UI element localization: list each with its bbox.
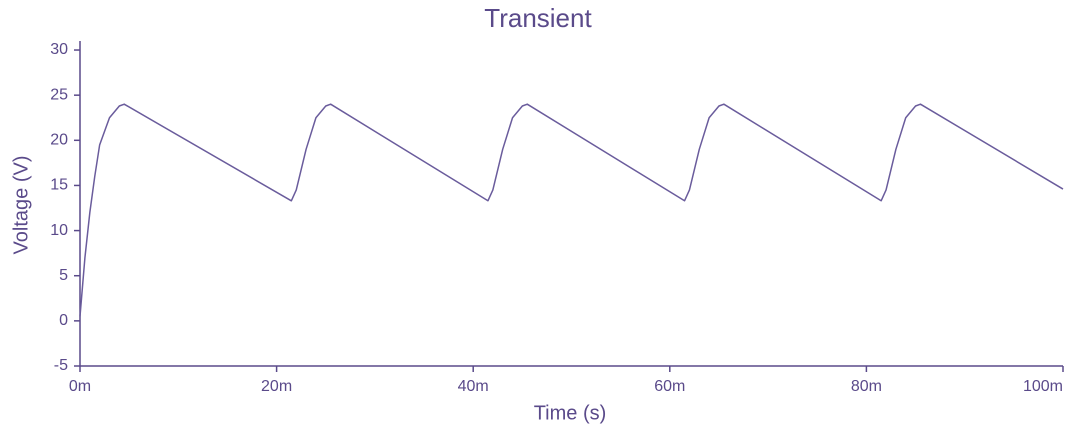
x-tick-label: 100m	[1023, 378, 1063, 395]
chart-title: Transient	[484, 3, 592, 33]
y-tick-label: 30	[50, 41, 68, 58]
y-tick-label: 10	[50, 222, 68, 239]
y-tick-label: 20	[50, 132, 68, 149]
y-tick-label: 5	[59, 267, 68, 284]
x-tick-label: 40m	[458, 378, 489, 395]
x-tick-label: 60m	[654, 378, 685, 395]
y-tick-label: -5	[54, 357, 68, 374]
y-tick-label: 0	[59, 312, 68, 329]
line-series	[79, 103, 1064, 317]
x-tick-label: 20m	[261, 378, 292, 395]
x-axis-label: Time (s)	[534, 402, 607, 424]
y-tick-label: 15	[50, 177, 68, 194]
x-tick-label: 80m	[851, 378, 882, 395]
y-tick-label: 25	[50, 86, 68, 103]
y-axis-label: Voltage (V)	[10, 156, 32, 255]
x-tick-label: 0m	[69, 378, 91, 395]
